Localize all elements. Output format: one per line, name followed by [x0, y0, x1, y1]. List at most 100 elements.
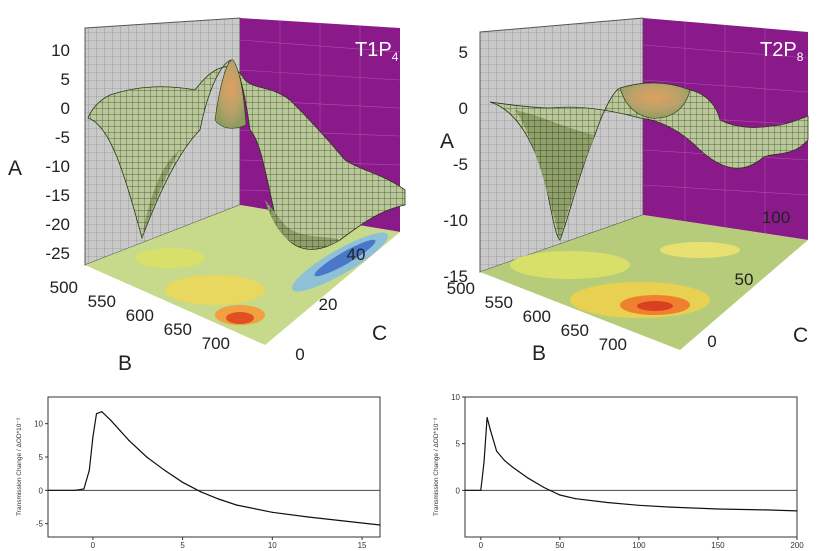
data-point — [483, 461, 485, 463]
a-axis-tick-label: 5 — [459, 43, 468, 62]
data-point — [638, 504, 640, 506]
x-tick-label: 150 — [711, 541, 725, 550]
data-point — [74, 489, 76, 491]
y-tick-label: 10 — [451, 393, 460, 402]
data-point — [669, 506, 672, 508]
data-point — [796, 510, 798, 512]
b-axis-tick-label: 650 — [561, 321, 589, 340]
a-axis-tick-label: 10 — [51, 41, 70, 60]
data-point — [472, 489, 474, 491]
data-point — [606, 501, 608, 504]
b-axis-tick-label: 550 — [88, 292, 116, 311]
b-axis-tick-label: 500 — [50, 278, 78, 297]
y-tick-label: 0 — [39, 486, 44, 495]
b-axis-tick-label: 600 — [126, 306, 154, 325]
axis-a-label: A — [8, 157, 22, 180]
data-point — [199, 491, 202, 493]
data-point — [110, 419, 112, 421]
data-point — [543, 486, 545, 489]
b-axis-tick-label: 500 — [447, 279, 475, 298]
data-point — [527, 477, 529, 479]
x-tick-label: 0 — [479, 541, 484, 550]
x-tick-label: 100 — [632, 541, 646, 550]
data-point — [182, 481, 184, 483]
a-axis-tick-label: 0 — [61, 99, 70, 118]
y-tick-label: 10 — [34, 420, 43, 429]
b-axis-tick-label: 650 — [164, 320, 192, 339]
data-point — [119, 429, 121, 431]
axis-b-label: B — [118, 352, 132, 375]
b-axis-tick-label: 700 — [599, 335, 627, 354]
data-point — [164, 469, 166, 471]
data-point — [95, 413, 98, 415]
data-point — [83, 488, 85, 490]
c-axis-tick-label: 40 — [347, 245, 366, 264]
axis-c-label: C — [793, 324, 808, 347]
data-point — [217, 498, 220, 500]
y-tick-label: 0 — [456, 486, 461, 495]
data-point — [307, 516, 309, 518]
x-tick-label: 0 — [91, 541, 96, 550]
b-axis-tick-label: 600 — [523, 307, 551, 326]
b-axis-tick-label: 550 — [485, 293, 513, 312]
data-point — [146, 456, 148, 458]
x-tick-label: 15 — [358, 541, 367, 550]
a-axis-tick-label: -10 — [443, 211, 468, 230]
c-axis-tick-label: 20 — [319, 295, 338, 314]
a-axis-tick-label: -5 — [453, 155, 468, 174]
data-point — [489, 429, 491, 431]
c-axis-tick-label: 100 — [762, 208, 790, 227]
data-point — [47, 489, 49, 491]
surface-left — [87, 59, 406, 250]
a-axis-tick-label: 5 — [61, 70, 70, 89]
axis-a-label: A — [440, 130, 454, 153]
y-tick-label: 5 — [456, 440, 461, 449]
data-point — [235, 504, 237, 506]
data-point — [496, 450, 498, 452]
data-point — [92, 436, 94, 438]
data-point — [503, 459, 506, 462]
plot-frame — [464, 396, 798, 538]
data-point — [101, 411, 103, 413]
axis-b-label: B — [532, 342, 546, 365]
x-tick-label: 5 — [180, 541, 185, 550]
data-point — [511, 466, 513, 468]
series-line — [48, 411, 381, 526]
y-tick-label: 5 — [39, 453, 44, 462]
data-point — [575, 498, 577, 500]
panel-title: T2P8 — [760, 39, 804, 64]
panel-title: T1P4 — [355, 39, 399, 64]
data-point — [480, 489, 482, 491]
b-axis-tick-label: 700 — [202, 334, 230, 353]
y-axis-label: Transmission Change / ΔOD*10⁻³ — [16, 417, 23, 516]
data-point — [271, 511, 273, 513]
a-axis-tick-label: -10 — [45, 157, 70, 176]
data-point — [559, 494, 561, 496]
panel3d-left: T1P4 A B C 10 5 0 -5 -10 -15 -20 -25 500 550 600 6… — [8, 17, 406, 375]
data-point — [764, 509, 767, 511]
c-axis-tick-label: 0 — [707, 332, 716, 351]
a-axis-tick-label: -15 — [45, 186, 70, 205]
data-point — [486, 416, 488, 419]
a-axis-tick-label: -25 — [45, 244, 70, 263]
data-point — [88, 469, 90, 471]
c-axis-tick-label: 50 — [735, 270, 754, 289]
plot-frame — [47, 396, 381, 538]
y-tick-label: -5 — [36, 520, 44, 529]
x-tick-label: 200 — [790, 541, 804, 550]
data-point — [343, 520, 345, 522]
a-axis-tick-label: -20 — [45, 215, 70, 234]
decay-chart-right: 0501001502001050Delay / psTransmission C… — [433, 393, 804, 550]
data-point — [128, 439, 130, 441]
x-tick-label: 10 — [268, 541, 277, 550]
axis-c-label: C — [372, 322, 387, 345]
y-axis-label: Transmission Change / ΔOD*10⁻³ — [433, 417, 440, 516]
a-axis-tick-label: 0 — [459, 99, 468, 118]
a-axis-tick-label: -15 — [443, 267, 468, 286]
data-point — [379, 524, 381, 526]
x-tick-label: 50 — [555, 541, 564, 550]
c-axis-tick-label: 0 — [295, 345, 304, 364]
